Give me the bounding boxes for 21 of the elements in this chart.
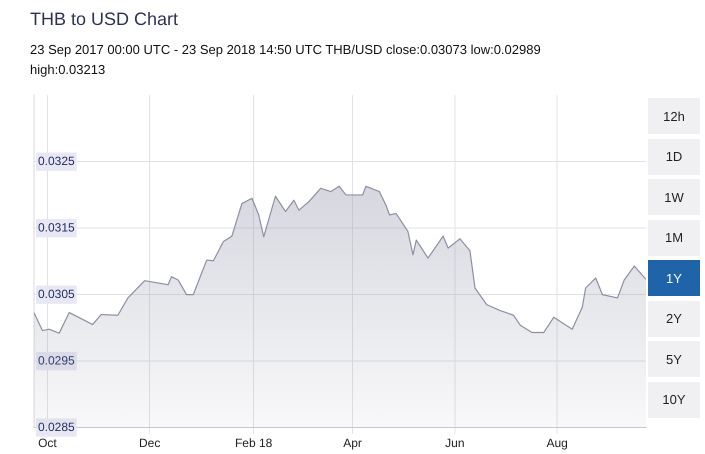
x-tick-label: Dec (139, 436, 160, 450)
y-tick-label: 0.0295 (38, 353, 76, 368)
x-tick-label: Aug (546, 436, 568, 450)
text: 1W (648, 179, 700, 215)
text: 2Y (648, 300, 700, 336)
text: 12h (648, 98, 700, 134)
text: 1D (648, 138, 700, 174)
y-tick-label: 0.0325 (38, 154, 76, 168)
text: 1M (648, 220, 700, 256)
x-tick-label: Oct (38, 436, 58, 450)
y-tick-label: 0.0285 (38, 420, 76, 434)
text: 10Y (648, 382, 700, 418)
text: 5Y (648, 341, 700, 377)
chart-title: THB to USD Chart (30, 9, 178, 30)
y-tick-label: 0.0305 (38, 286, 76, 301)
text: 1Y (648, 260, 700, 296)
x-tick-label: Jun (445, 436, 465, 450)
x-tick-label: Feb 18 (234, 436, 273, 450)
x-tick-label: Apr (343, 436, 362, 450)
y-tick-label: 0.0315 (38, 220, 76, 234)
chart-subtitle: 23 Sep 2017 00:00 UTC - 23 Sep 2018 14:50 UTC THB/USD close:0.03073 low:0.02989 high:0.03213 (30, 41, 542, 79)
